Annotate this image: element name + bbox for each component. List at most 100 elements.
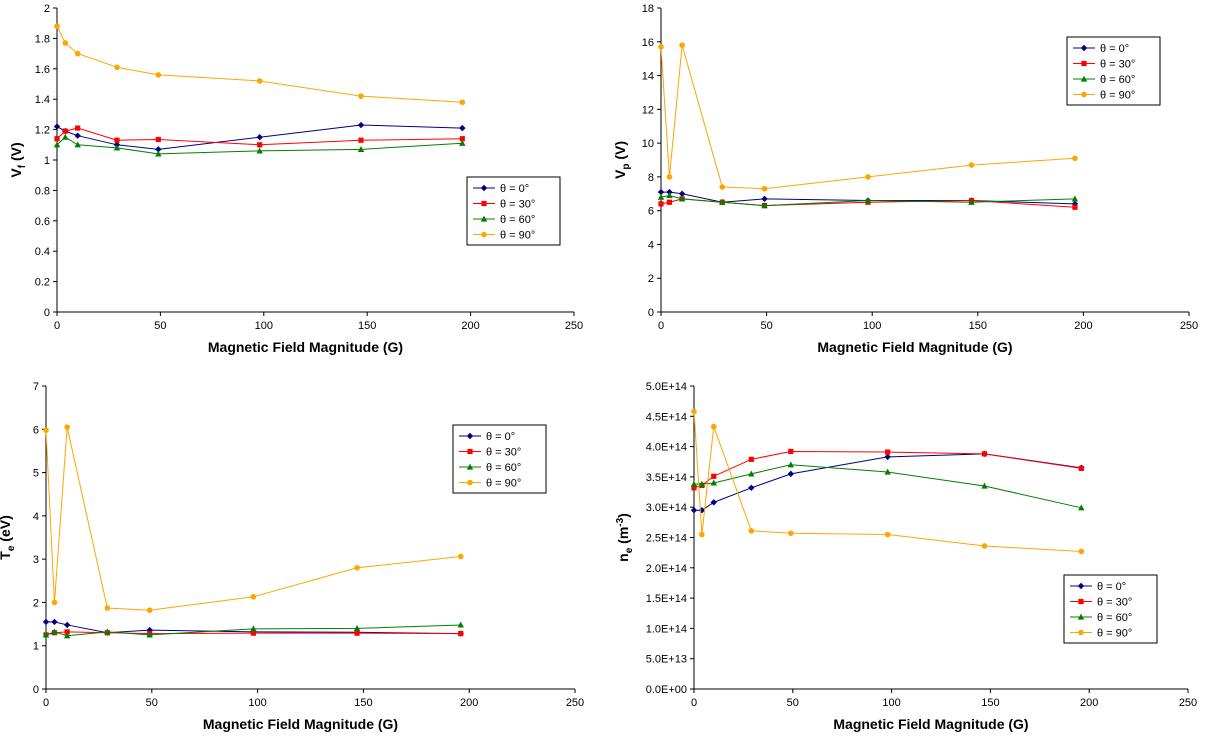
x-axis-title: Magnetic Field Magnitude (G) (833, 716, 1028, 732)
data-point (74, 141, 81, 148)
legend-swatch-marker (466, 463, 474, 470)
y-axis-title-unit-end: ) (615, 513, 631, 518)
data-point (357, 121, 365, 129)
data-point (74, 132, 81, 139)
y-tick-label: 5.0E+13 (646, 654, 687, 666)
data-point (698, 507, 706, 514)
y-tick-label: 4 (648, 239, 654, 251)
legend-swatch-marker (1078, 629, 1084, 636)
data-point (62, 133, 69, 140)
legend-swatch-marker (1081, 60, 1087, 67)
data-point (146, 626, 153, 634)
legend-label: θ = 0° (500, 183, 529, 195)
y-tick-label: 16 (642, 37, 654, 49)
x-tick-label: 100 (255, 320, 273, 332)
legend-swatch-marker (466, 432, 474, 440)
data-point (155, 72, 162, 78)
chart-vp: 0 2 4 6 8 10 12 14 16 18 0 50 100 150 200 250 Magnetic F… (612, 3, 1198, 355)
x-tick-label: 50 (154, 320, 166, 332)
x-tick-label: 250 (1180, 320, 1198, 332)
data-point (358, 93, 364, 99)
data-point (459, 136, 465, 142)
series-3 (43, 424, 464, 614)
data-point (1078, 548, 1085, 555)
y-tick-label: 1.6 (35, 64, 50, 76)
data-point (666, 199, 673, 205)
legend-swatch-marker (481, 200, 487, 207)
data-point (698, 480, 706, 487)
legend-label: θ = 60° (500, 214, 535, 226)
series-line (694, 464, 1082, 509)
data-point (51, 599, 58, 606)
y-tick-label: 1 (44, 155, 50, 167)
data-point (748, 456, 754, 462)
data-point (459, 124, 466, 132)
x-tick-label: 200 (461, 320, 479, 332)
x-tick-label: 100 (863, 320, 881, 332)
data-point (1071, 195, 1079, 202)
data-point (358, 137, 364, 143)
y-axis-title: Te (eV) (0, 515, 17, 559)
legend-label: θ = 60° (486, 462, 521, 474)
data-point (719, 198, 726, 205)
y-tick-label: 7 (33, 381, 39, 393)
y-tick-label: 0.8 (35, 185, 50, 197)
data-point (64, 629, 70, 635)
y-tick-label: 3.5E+14 (646, 472, 687, 484)
series-2 (42, 621, 464, 639)
x-tick-label: 150 (981, 697, 999, 709)
legend-label: θ = 0° (1100, 43, 1129, 55)
data-point (884, 531, 891, 538)
data-point (748, 528, 755, 534)
data-point (691, 408, 697, 415)
y-axis-title-main: V (612, 169, 628, 179)
y-tick-label: 5.0E+14 (646, 381, 687, 393)
legend: θ = 0° θ = 30° θ = 60° θ = 90° (466, 176, 561, 246)
data-point (354, 630, 360, 636)
data-point (146, 631, 153, 638)
y-tick-label: 1.4 (35, 94, 50, 106)
legend-swatch-marker (1080, 44, 1088, 52)
data-point (865, 174, 871, 180)
legend-swatch-marker (1077, 613, 1085, 620)
data-point (748, 484, 755, 492)
data-point (678, 190, 686, 197)
data-point (114, 64, 120, 71)
legend-label: θ = 0° (486, 431, 515, 443)
y-tick-label: 10 (642, 138, 654, 150)
data-point (457, 553, 464, 560)
data-point (104, 628, 111, 635)
x-tick-label: 250 (1179, 697, 1197, 709)
data-point (459, 139, 466, 146)
data-point (54, 136, 60, 142)
legend-label: θ = 90° (500, 230, 535, 242)
y-axis-title-sub: e (6, 545, 17, 551)
data-point (42, 631, 50, 638)
data-point (257, 142, 263, 148)
data-point (690, 507, 698, 514)
series-line (45, 427, 461, 611)
data-point (699, 531, 705, 538)
data-point (678, 195, 686, 202)
data-point (250, 625, 257, 632)
data-point (256, 134, 263, 141)
y-tick-label: 0 (648, 307, 654, 319)
legend-swatch-marker (1078, 598, 1084, 605)
y-tick-label: 1.8 (35, 33, 50, 45)
x-tick-label: 0 (658, 320, 664, 332)
y-tick-label: 2.5E+14 (646, 533, 687, 545)
y-axis-title: Vp (V) (612, 141, 632, 179)
data-point (104, 605, 111, 611)
data-point (1078, 504, 1085, 511)
x-tick-label: 0 (43, 697, 49, 709)
y-tick-label: 8 (648, 172, 654, 184)
y-axis-title-main: n (615, 553, 631, 562)
x-tick-label: 250 (566, 697, 584, 709)
x-tick-label: 100 (248, 697, 266, 709)
series-line (694, 453, 1082, 511)
legend-swatch-marker (1077, 582, 1085, 590)
data-point (885, 449, 891, 455)
y-tick-label: 0 (44, 307, 50, 319)
legend-label: θ = 30° (486, 447, 521, 459)
